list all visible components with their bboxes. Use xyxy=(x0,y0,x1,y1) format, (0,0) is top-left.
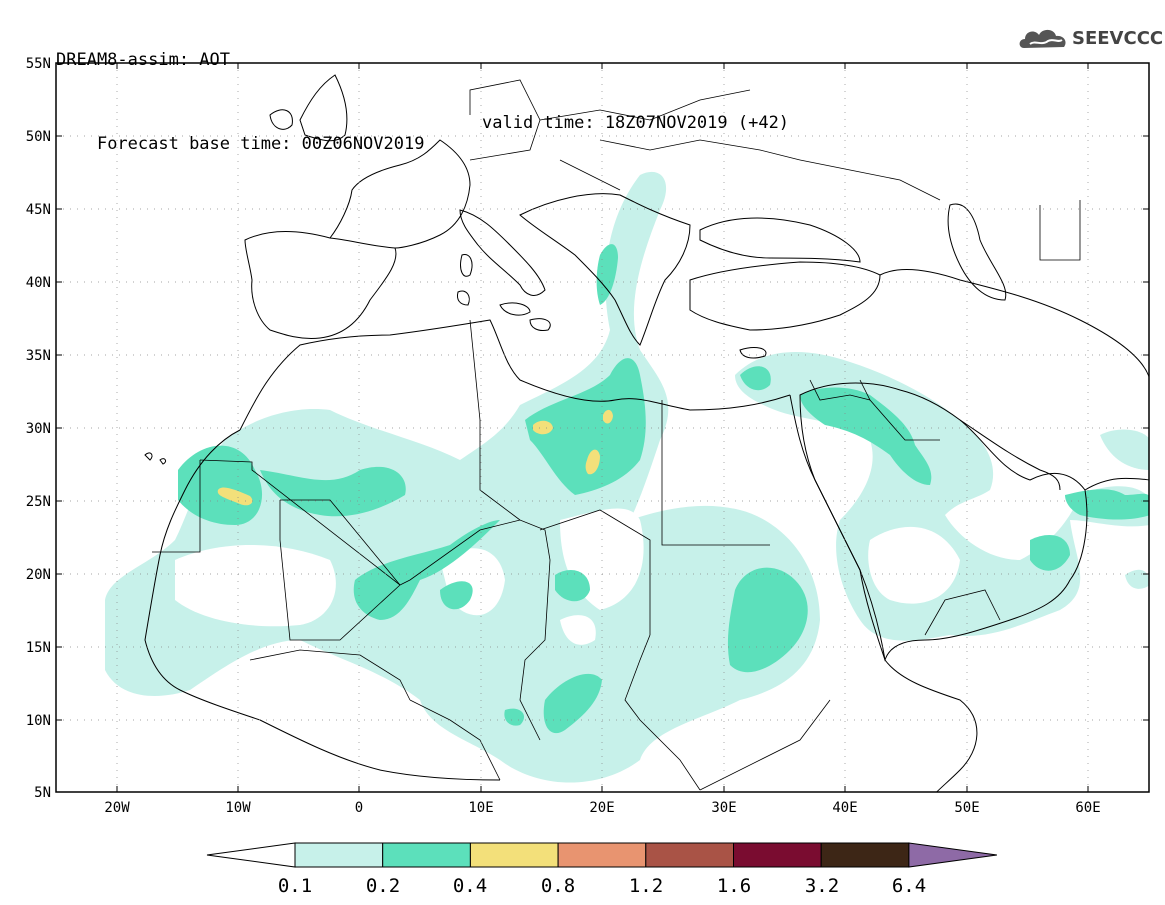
colorbar-box xyxy=(382,842,471,868)
colorbar-box xyxy=(645,842,734,868)
logo-text: SEEVCCC xyxy=(1072,28,1164,49)
product-title: DREAM8-assim: AOT xyxy=(56,50,230,70)
colorbar-label: 0.4 xyxy=(453,875,487,897)
lon-label: 10W xyxy=(225,800,251,816)
colorbar-label: 1.2 xyxy=(629,875,663,897)
lon-label: 40E xyxy=(832,800,857,816)
lat-label: 40N xyxy=(26,275,51,291)
aot-band-0.2-0.4 xyxy=(178,244,1149,734)
colorbar-box xyxy=(733,842,822,868)
colorbar-label: 3.2 xyxy=(805,875,839,897)
lon-axis: 20W 10W 0 10E 20E 30E 40E 50E 60E xyxy=(104,800,1100,816)
colorbar-label: 0.2 xyxy=(366,875,400,897)
lat-label: 35N xyxy=(26,348,51,364)
coastlines xyxy=(144,74,1149,792)
colorbar-box xyxy=(294,842,384,868)
cloud-icon xyxy=(1019,29,1066,48)
lat-label: 25N xyxy=(26,494,51,510)
colorbar-labels: 0.1 0.2 0.4 0.8 1.2 1.6 3.2 6.4 xyxy=(278,875,926,897)
colorbar-label: 0.8 xyxy=(541,875,575,897)
colorbar-label: 0.1 xyxy=(278,875,312,897)
lon-label: 10E xyxy=(468,800,493,816)
lat-label: 5N xyxy=(34,785,51,801)
lat-label: 55N xyxy=(26,56,51,72)
colorbar-over-triangle xyxy=(908,842,997,868)
map-header: DREAM8-assim: AOT Forecast base time: 00… xyxy=(56,8,789,155)
aot-holes xyxy=(175,508,960,645)
aot-band-0.4-0.8 xyxy=(217,409,613,506)
lat-label: 50N xyxy=(26,129,51,145)
lon-label: 20E xyxy=(589,800,614,816)
graticule xyxy=(56,63,1149,792)
colorbar-box xyxy=(820,842,910,868)
lon-label: 20W xyxy=(104,800,130,816)
aot-field xyxy=(105,171,1149,783)
lat-label: 30N xyxy=(26,421,51,437)
axis-ticks xyxy=(56,63,1149,792)
lat-label: 20N xyxy=(26,567,51,583)
colorbar-under-triangle xyxy=(206,842,296,868)
valid-time: valid time: 18Z07NOV2019 (+42) xyxy=(482,113,790,133)
seevccc-logo: SEEVCCC xyxy=(1018,26,1163,54)
lat-label: 15N xyxy=(26,640,51,656)
borders xyxy=(152,79,1081,791)
colorbar-box xyxy=(469,842,559,868)
forecast-base-time: Forecast base time: 00Z06NOV2019 xyxy=(96,134,425,154)
colorbar-box xyxy=(557,842,647,868)
lat-label: 45N xyxy=(26,202,51,218)
lon-label: 30E xyxy=(711,800,736,816)
colorbar-label: 6.4 xyxy=(892,875,926,897)
lon-label: 60E xyxy=(1075,800,1100,816)
lon-label: 0 xyxy=(355,800,363,816)
lat-axis: 55N 50N 45N 40N 35N 30N 25N 20N 15N 10N … xyxy=(26,56,51,801)
colorbar-label: 1.6 xyxy=(717,875,751,897)
aot-colorbar xyxy=(206,842,997,868)
lon-label: 50E xyxy=(954,800,979,816)
lat-label: 10N xyxy=(26,713,51,729)
